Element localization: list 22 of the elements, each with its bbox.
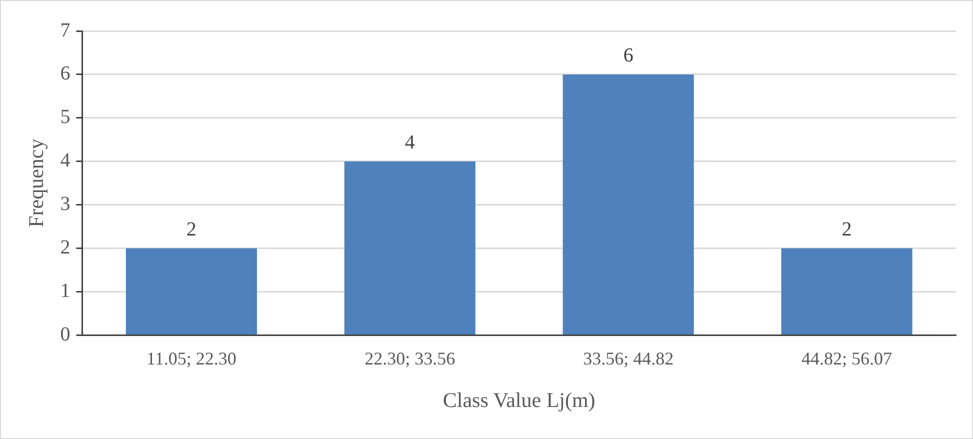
data-label: 2 — [842, 218, 852, 241]
x-tick-label: 22.30; 33.56 — [364, 348, 456, 369]
y-tick-label: 1 — [60, 280, 70, 302]
y-tick-label: 3 — [60, 193, 70, 216]
bar — [126, 248, 257, 334]
y-tick-label: 5 — [60, 106, 70, 128]
x-axis-title: Class Value Lj(m) — [442, 388, 596, 412]
y-tick-label: 2 — [60, 236, 70, 259]
bar — [781, 248, 912, 334]
bar — [562, 74, 694, 334]
data-label: 6 — [623, 44, 634, 67]
y-tick-label: 6 — [60, 62, 70, 85]
y-axis-title: Frequency — [24, 138, 48, 228]
data-label: 4 — [404, 132, 415, 154]
bar — [344, 161, 476, 334]
x-tick-label: 11.05; 22.30 — [146, 348, 236, 369]
y-tick-label: 4 — [60, 150, 70, 172]
x-tick-label: 44.82; 56.07 — [802, 348, 892, 369]
data-label: 2 — [186, 218, 196, 241]
x-tick-label: 33.56; 44.82 — [583, 348, 674, 369]
y-tick-label: 0 — [60, 323, 70, 346]
y-tick-label: 7 — [60, 19, 70, 42]
